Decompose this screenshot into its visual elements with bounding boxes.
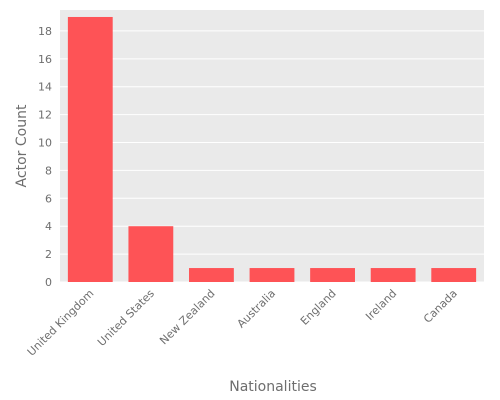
y-axis-title: Actor Count [14,104,30,187]
y-tick-label: 2 [45,248,52,261]
bar-ireland [370,268,416,282]
x-tick-label: Canada [421,287,460,326]
bar-united-states [128,226,174,282]
y-tick-label: 14 [38,81,52,94]
x-tick-label: United Kingdom [25,287,97,359]
y-tick-label: 4 [45,220,52,233]
y-tick-labels: 0 2 4 6 8 10 12 14 16 18 [38,25,52,289]
y-tick-label: 8 [45,164,52,177]
x-tick-label: New Zealand [157,287,217,347]
bar-canada [431,268,477,282]
y-tick-label: 6 [45,192,52,205]
x-tick-label: Ireland [363,287,399,323]
bar-united-kingdom [67,16,113,282]
bar-australia [249,268,295,282]
x-tick-label: Australia [235,287,279,331]
y-tick-label: 18 [38,25,52,38]
y-tick-label: 0 [45,276,52,289]
bars [67,16,477,282]
plot-area [60,10,484,282]
x-tick-label: United States [95,287,157,349]
y-tick-label: 12 [38,109,52,122]
bar-new-zealand [189,268,234,282]
y-tick-label: 10 [38,137,52,150]
y-tick-label: 16 [38,53,52,66]
bar-england [310,268,355,282]
x-tick-label: England [298,287,339,328]
x-axis-title: Nationalities [229,379,317,395]
